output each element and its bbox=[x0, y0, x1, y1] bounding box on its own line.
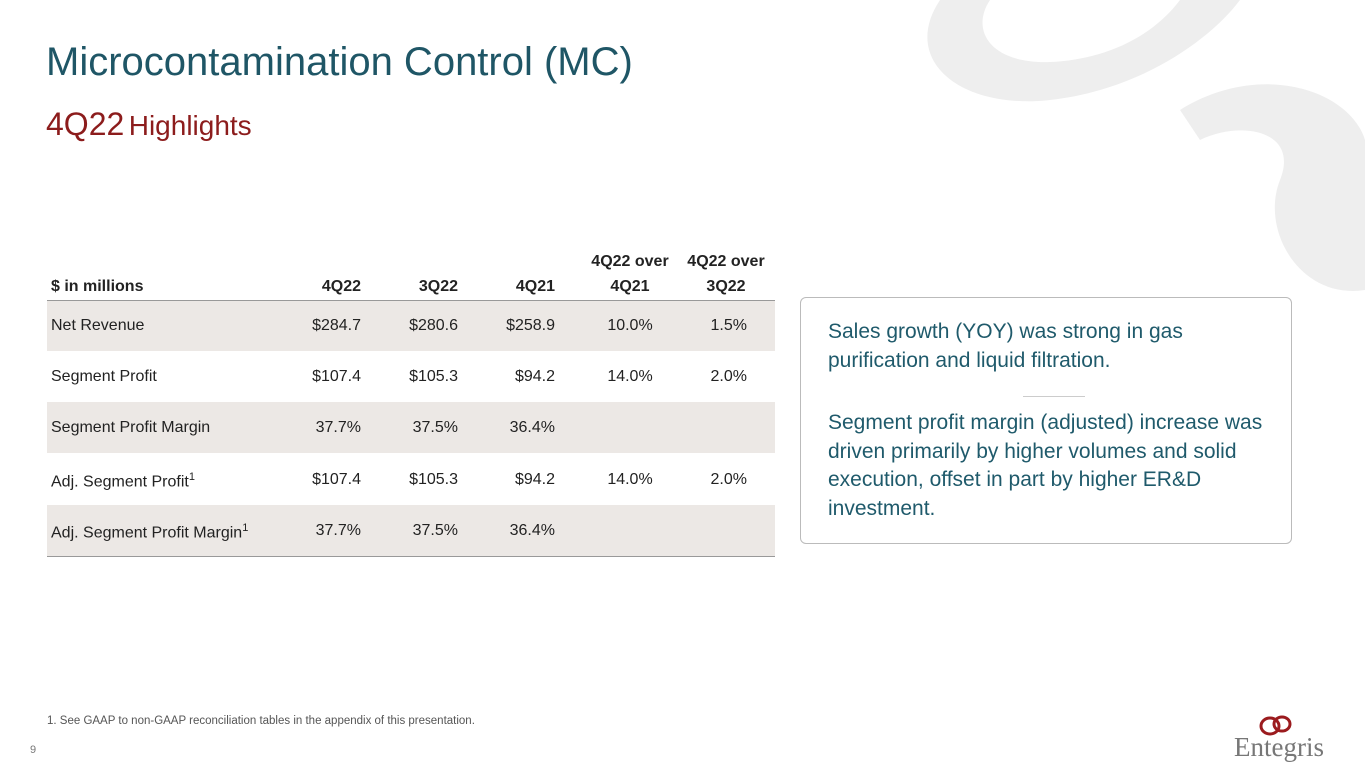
column-header: 3Q22 bbox=[418, 278, 458, 295]
column-header: 4Q22 bbox=[321, 278, 361, 295]
row-label: Segment Profit bbox=[51, 368, 157, 386]
table-cell: $94.2 bbox=[514, 368, 555, 386]
table-cell: 14.0% bbox=[607, 368, 653, 386]
financial-table: $ in millions 4Q22 3Q22 4Q21 4Q22 over 4Q21 4Q… bbox=[47, 240, 775, 560]
table-cell: 37.7% bbox=[315, 521, 361, 539]
column-header: $ in millions bbox=[51, 278, 144, 295]
table-cell: $105.3 bbox=[409, 470, 458, 488]
table-cell: 14.0% bbox=[607, 470, 653, 488]
table-cell: 2.0% bbox=[710, 368, 747, 386]
footnote-marker: 1 bbox=[242, 521, 249, 534]
table-cell: $284.7 bbox=[312, 317, 361, 334]
table-cell: $258.9 bbox=[506, 317, 555, 334]
highlights-box: Sales growth (YOY) was strong in gas pur… bbox=[800, 297, 1292, 544]
row-label: Net Revenue bbox=[51, 317, 145, 334]
title: Microcontamination Control (MC) bbox=[46, 40, 633, 84]
footnote-marker: 1 bbox=[188, 470, 195, 483]
row-label: Adj. Segment Profit Margin1 bbox=[51, 521, 249, 542]
table-cell: $280.6 bbox=[409, 317, 458, 334]
table-cell: 2.0% bbox=[710, 470, 747, 488]
column-header: 3Q22 bbox=[706, 278, 746, 295]
row-shade bbox=[47, 504, 775, 556]
row-label: Adj. Segment Profit1 bbox=[51, 470, 195, 490]
column-header: 4Q22 over bbox=[687, 253, 765, 270]
table-cell: 37.5% bbox=[412, 419, 458, 437]
table-cell: $107.4 bbox=[312, 470, 361, 488]
table-cell: 36.4% bbox=[509, 521, 555, 539]
bottom-rule bbox=[47, 556, 775, 557]
table-cell: $94.2 bbox=[514, 470, 555, 488]
subtitle-text: Highlights bbox=[128, 110, 252, 141]
logo-text: Entegris bbox=[1234, 732, 1324, 762]
column-header: 4Q21 bbox=[610, 278, 650, 295]
table-cell: 37.5% bbox=[412, 521, 458, 539]
table-cell: 37.7% bbox=[315, 419, 361, 437]
row-shade bbox=[47, 300, 775, 351]
subtitle: 4Q22 Highlights bbox=[46, 106, 252, 143]
table-cell: 1.5% bbox=[710, 317, 747, 334]
table-cell: $105.3 bbox=[409, 368, 458, 386]
highlight: Sales growth (YOY) was strong in gas pur… bbox=[828, 320, 1183, 372]
divider bbox=[1023, 396, 1085, 397]
header-rule bbox=[47, 300, 775, 301]
footnote: 1. See GAAP to non-GAAP reconciliation t… bbox=[47, 715, 475, 727]
column-header: 4Q21 bbox=[515, 278, 555, 295]
logo: Entegris bbox=[1234, 715, 1324, 762]
background-ampersand bbox=[927, 0, 1365, 291]
row-shade bbox=[47, 402, 775, 454]
subtitle-period: 4Q22 bbox=[46, 106, 125, 142]
column-header: 4Q22 over bbox=[591, 253, 669, 270]
table-cell: 36.4% bbox=[509, 419, 555, 437]
page-number: 9 bbox=[30, 744, 37, 756]
table-cell: 10.0% bbox=[607, 317, 653, 334]
highlight: Segment profit margin (adjusted) increas… bbox=[828, 411, 1263, 520]
table-cell: $107.4 bbox=[312, 368, 361, 386]
row-label: Segment Profit Margin bbox=[51, 419, 211, 437]
